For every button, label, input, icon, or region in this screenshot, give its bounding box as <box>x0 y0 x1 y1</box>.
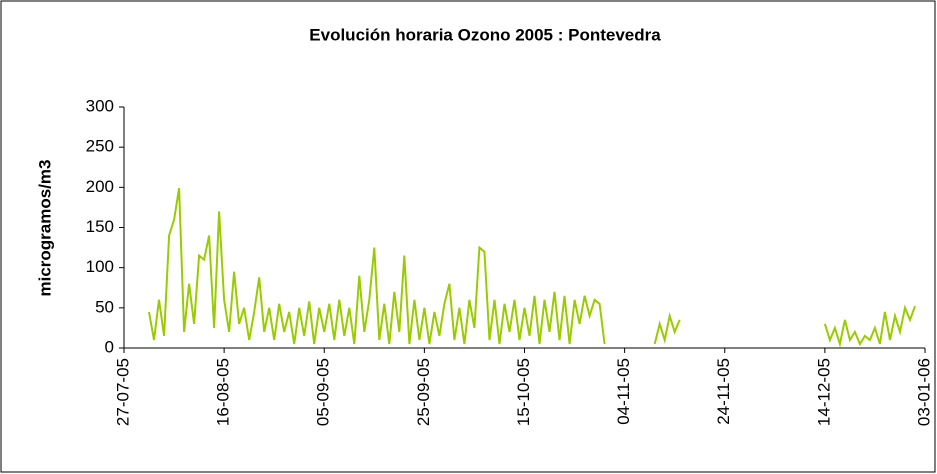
x-tick-label: 24-11-05 <box>714 358 733 425</box>
data-line <box>653 311 681 345</box>
x-tick-label: 05-09-05 <box>314 358 333 426</box>
y-tick-label: 250 <box>86 137 114 156</box>
data-line <box>823 304 916 348</box>
x-tick-label: 14-12-05 <box>814 358 833 426</box>
y-tick-label: 100 <box>86 257 114 276</box>
x-tick-label: 16-08-05 <box>214 358 233 426</box>
y-axis-label: microgramos/m3 <box>35 160 54 297</box>
x-tick-label: 25-09-05 <box>414 358 433 426</box>
y-tick-label: 150 <box>86 217 114 236</box>
y-tick-label: 200 <box>86 177 114 196</box>
x-tick-label: 27-07-05 <box>113 358 132 426</box>
x-tick-label: 03-01-06 <box>914 358 933 426</box>
y-tick-label: 300 <box>86 96 114 115</box>
x-tick-label: 04-11-05 <box>614 358 633 425</box>
y-tick-label: 50 <box>95 297 114 316</box>
x-tick-label: 15-10-05 <box>514 358 533 426</box>
chart-title: Evolución horaria Ozono 2005 : Pontevedr… <box>309 25 661 44</box>
data-line <box>148 187 606 345</box>
y-tick-label: 0 <box>105 337 114 356</box>
